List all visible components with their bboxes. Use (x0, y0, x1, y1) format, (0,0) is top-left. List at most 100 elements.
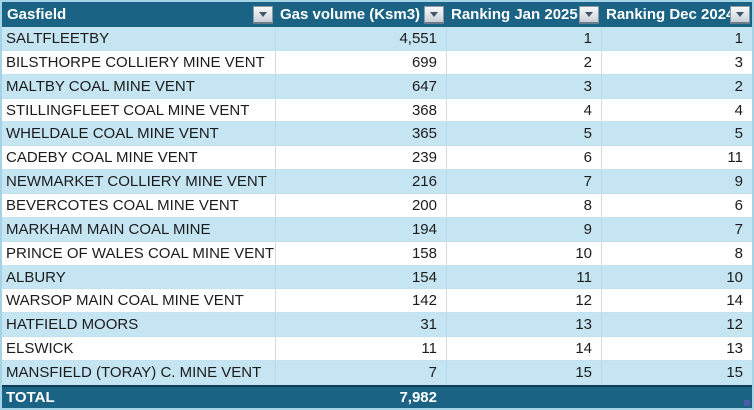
cell-ranking-dec-2024[interactable]: 7 (601, 217, 752, 241)
table-row: NEWMARKET COLLIERY MINE VENT 216 7 9 (2, 170, 752, 195)
table-row: PRINCE OF WALES COAL MINE VENT 158 10 8 (2, 241, 752, 266)
column-header-gas-volume[interactable]: Gas volume (Ksm3) (275, 2, 446, 27)
column-header-ranking-jan-2025[interactable]: Ranking Jan 2025 (446, 2, 601, 27)
table-row: BEVERCOTES COAL MINE VENT 200 8 6 (2, 194, 752, 218)
total-row: TOTAL 7,982 (2, 385, 752, 408)
chevron-down-icon (259, 11, 267, 17)
total-label[interactable]: TOTAL (6, 389, 55, 406)
cell-gasfield[interactable]: MALTBY COAL MINE VENT (6, 77, 195, 95)
cell-gas-volume[interactable]: 216 (275, 170, 446, 194)
cell-ranking-jan-2025[interactable]: 5 (446, 122, 601, 146)
total-ranking-dec-2024-empty[interactable] (601, 387, 752, 408)
cell-gasfield[interactable]: WHELDALE COAL MINE VENT (6, 125, 219, 143)
table-row: MALTBY COAL MINE VENT 647 3 2 (2, 74, 752, 99)
cell-ranking-jan-2025[interactable]: 2 (446, 50, 601, 74)
cell-ranking-dec-2024[interactable]: 6 (601, 194, 752, 217)
cell-ranking-dec-2024[interactable]: 5 (601, 122, 752, 146)
column-header-ranking-dec-2024[interactable]: Ranking Dec 2024 (601, 2, 752, 27)
column-header-gasfield-label: Gasfield (7, 6, 67, 23)
cell-gasfield[interactable]: PRINCE OF WALES COAL MINE VENT (6, 244, 275, 262)
table-row: MANSFIELD (TORAY) C. MINE VENT 7 15 15 (2, 361, 752, 385)
cell-gasfield[interactable]: HATFIELD MOORS (6, 316, 139, 334)
cell-ranking-dec-2024[interactable]: 10 (601, 265, 752, 289)
cell-gas-volume[interactable]: 142 (275, 289, 446, 313)
filter-dropdown-gas-volume[interactable] (424, 5, 444, 24)
filter-dropdown-ranking-jan-2025[interactable] (579, 5, 599, 24)
cell-gas-volume[interactable]: 194 (275, 217, 446, 241)
column-header-gas-volume-label: Gas volume (Ksm3) (280, 6, 421, 23)
cell-gasfield[interactable]: NEWMARKET COLLIERY MINE VENT (6, 173, 267, 191)
total-ranking-jan-2025-empty[interactable] (446, 387, 601, 408)
table-row: BILSTHORPE COLLIERY MINE VENT 699 2 3 (2, 50, 752, 75)
cell-ranking-jan-2025[interactable]: 9 (446, 217, 601, 241)
cell-ranking-dec-2024[interactable]: 9 (601, 170, 752, 194)
table-row: SALTFLEETBY 4,551 1 1 (2, 27, 752, 51)
cell-gas-volume[interactable]: 11 (275, 337, 446, 361)
cell-gas-volume[interactable]: 158 (275, 241, 446, 265)
filter-dropdown-gasfield[interactable] (253, 5, 273, 24)
cell-ranking-jan-2025[interactable]: 13 (446, 313, 601, 337)
cell-ranking-dec-2024[interactable]: 1 (601, 27, 752, 50)
cell-gas-volume[interactable]: 31 (275, 313, 446, 337)
cell-gas-volume[interactable]: 154 (275, 265, 446, 289)
cell-ranking-dec-2024[interactable]: 8 (601, 241, 752, 265)
cell-gasfield[interactable]: BILSTHORPE COLLIERY MINE VENT (6, 53, 265, 71)
filter-dropdown-ranking-dec-2024[interactable] (730, 5, 750, 24)
chevron-down-icon (736, 11, 744, 17)
cell-ranking-dec-2024[interactable]: 4 (601, 98, 752, 122)
cell-gas-volume[interactable]: 368 (275, 98, 446, 122)
cell-gasfield[interactable]: BEVERCOTES COAL MINE VENT (6, 196, 239, 214)
cell-gas-volume[interactable]: 647 (275, 74, 446, 98)
table-row: CADEBY COAL MINE VENT 239 6 11 (2, 146, 752, 171)
cell-ranking-dec-2024[interactable]: 14 (601, 289, 752, 313)
table-row: STILLINGFLEET COAL MINE VENT 368 4 4 (2, 98, 752, 123)
table-row: ALBURY 154 11 10 (2, 265, 752, 290)
table-row: WARSOP MAIN COAL MINE VENT 142 12 14 (2, 289, 752, 314)
cell-ranking-jan-2025[interactable]: 8 (446, 194, 601, 217)
table-row: MARKHAM MAIN COAL MINE 194 9 7 (2, 217, 752, 242)
table-body: SALTFLEETBY 4,551 1 1 BILSTHORPE COLLIER… (2, 27, 752, 385)
cell-gasfield[interactable]: STILLINGFLEET COAL MINE VENT (6, 101, 250, 119)
cell-ranking-jan-2025[interactable]: 7 (446, 170, 601, 194)
cell-gas-volume[interactable]: 699 (275, 50, 446, 74)
cell-ranking-dec-2024[interactable]: 12 (601, 313, 752, 337)
column-header-gasfield[interactable]: Gasfield (2, 2, 275, 27)
table-header-row: Gasfield Gas volume (Ksm3) Ranking Jan 2… (2, 2, 752, 27)
cell-ranking-jan-2025[interactable]: 1 (446, 27, 601, 50)
cell-ranking-jan-2025[interactable]: 10 (446, 241, 601, 265)
cell-ranking-jan-2025[interactable]: 11 (446, 265, 601, 289)
cell-ranking-dec-2024[interactable]: 11 (601, 146, 752, 170)
cell-ranking-dec-2024[interactable]: 3 (601, 50, 752, 74)
cell-gas-volume[interactable]: 239 (275, 146, 446, 170)
cell-ranking-jan-2025[interactable]: 3 (446, 74, 601, 98)
total-gas-volume[interactable]: 7,982 (399, 389, 437, 406)
cell-gasfield[interactable]: CADEBY COAL MINE VENT (6, 149, 198, 167)
table-resize-handle[interactable] (744, 400, 750, 406)
cell-gas-volume[interactable]: 4,551 (275, 27, 446, 50)
chevron-down-icon (430, 11, 438, 17)
table-row: ELSWICK 11 14 13 (2, 337, 752, 362)
cell-ranking-jan-2025[interactable]: 15 (446, 361, 601, 384)
cell-ranking-jan-2025[interactable]: 14 (446, 337, 601, 361)
cell-gas-volume[interactable]: 365 (275, 122, 446, 146)
cell-gasfield[interactable]: MARKHAM MAIN COAL MINE (6, 220, 211, 238)
cell-gasfield[interactable]: WARSOP MAIN COAL MINE VENT (6, 292, 244, 310)
column-header-ranking-jan-2025-label: Ranking Jan 2025 (451, 6, 578, 23)
cell-ranking-jan-2025[interactable]: 6 (446, 146, 601, 170)
cell-gas-volume[interactable]: 7 (275, 361, 446, 384)
cell-ranking-dec-2024[interactable]: 2 (601, 74, 752, 98)
cell-gasfield[interactable]: SALTFLEETBY (6, 29, 110, 47)
column-header-ranking-dec-2024-label: Ranking Dec 2024 (606, 6, 735, 23)
cell-ranking-dec-2024[interactable]: 13 (601, 337, 752, 361)
cell-ranking-jan-2025[interactable]: 4 (446, 98, 601, 122)
cell-ranking-jan-2025[interactable]: 12 (446, 289, 601, 313)
table-row: HATFIELD MOORS 31 13 12 (2, 313, 752, 338)
cell-gasfield[interactable]: MANSFIELD (TORAY) C. MINE VENT (6, 363, 262, 381)
cell-gasfield[interactable]: ELSWICK (6, 340, 74, 358)
cell-gasfield[interactable]: ALBURY (6, 268, 66, 286)
cell-ranking-dec-2024[interactable]: 15 (601, 361, 752, 384)
chevron-down-icon (585, 11, 593, 17)
table-row: WHELDALE COAL MINE VENT 365 5 5 (2, 122, 752, 147)
cell-gas-volume[interactable]: 200 (275, 194, 446, 217)
